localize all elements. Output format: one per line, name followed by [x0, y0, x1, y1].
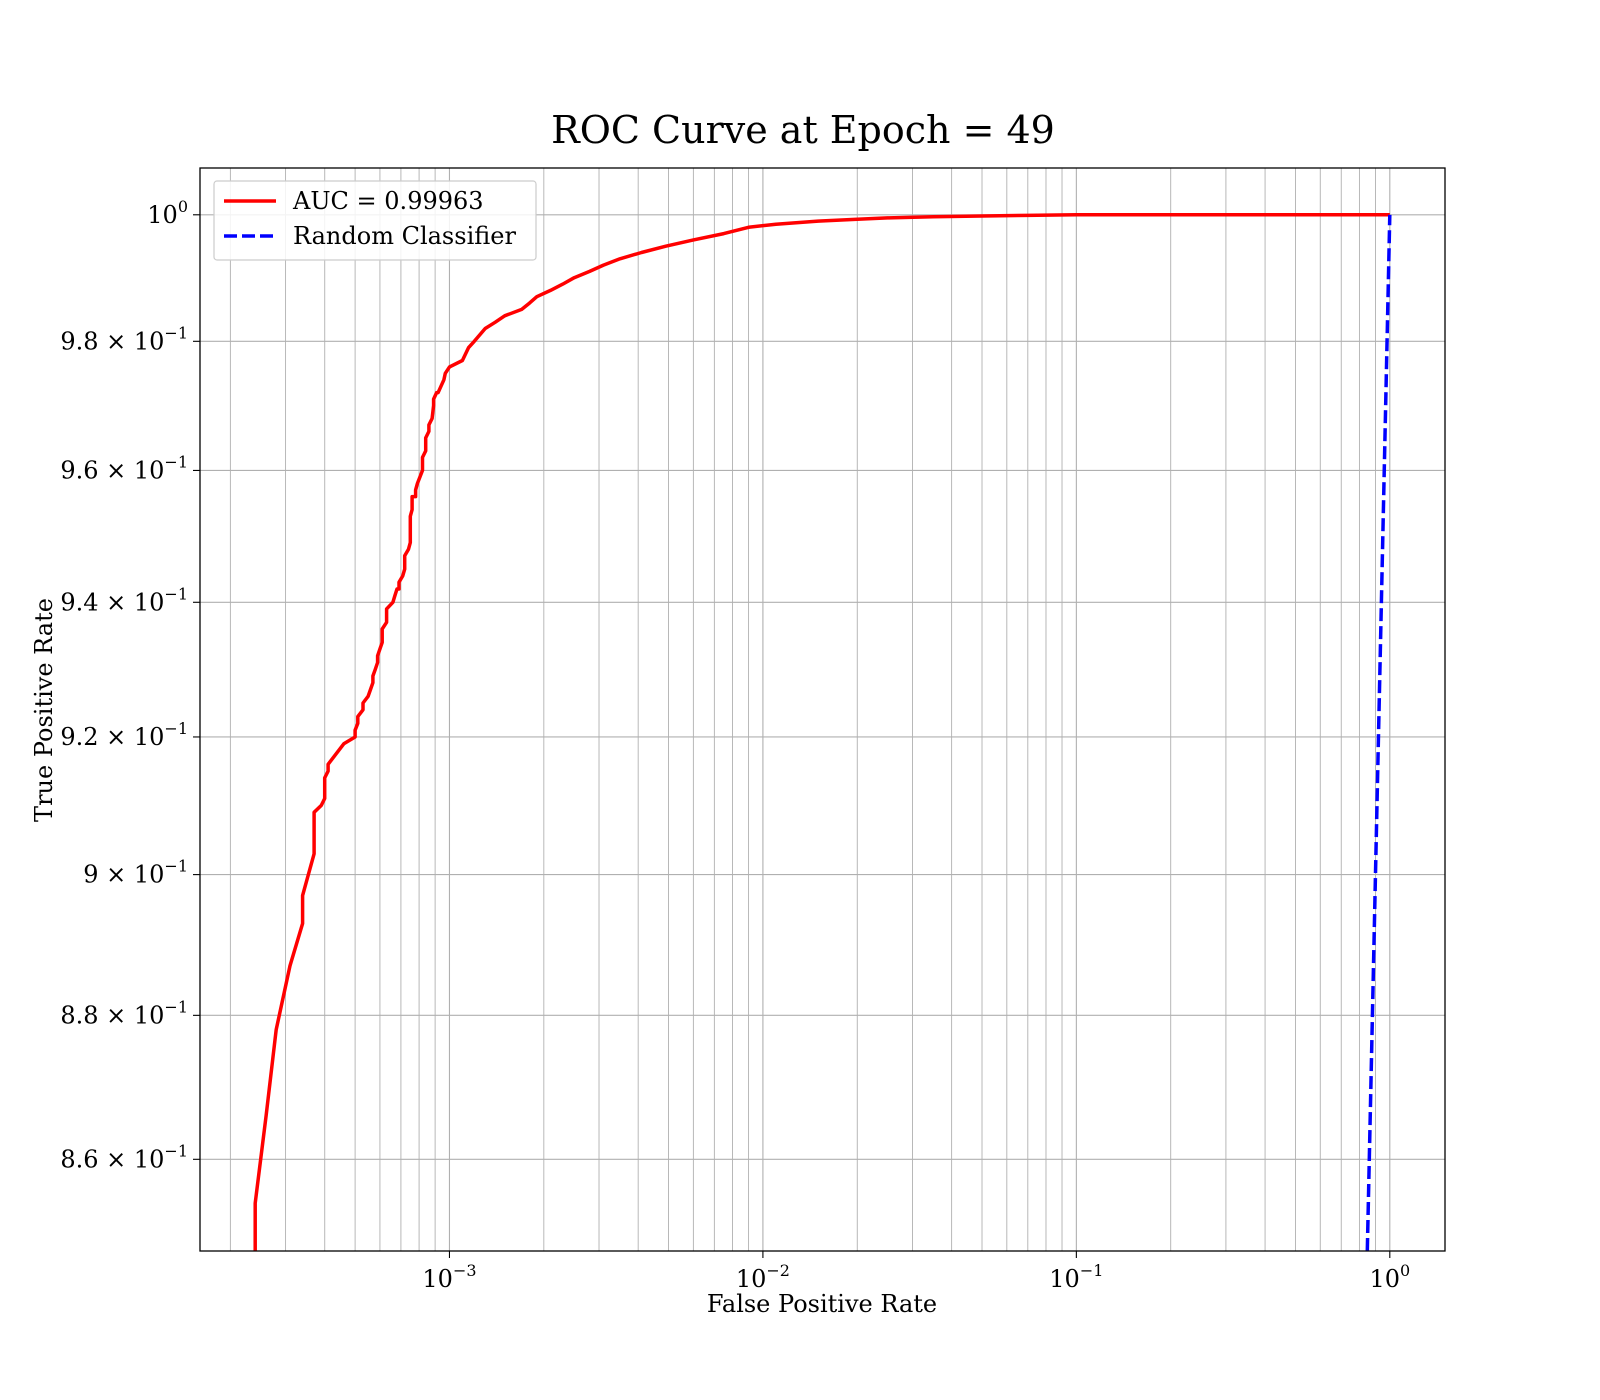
x-axis-label: False Positive Rate	[707, 1290, 937, 1318]
y-tick-label: 9.2 × 10−1	[60, 719, 188, 751]
grid-lines	[200, 168, 1445, 1251]
plot-lines	[253, 213, 1392, 1252]
y-tick-label: 9.4 × 10−1	[60, 584, 188, 616]
y-tick-label: 8.6 × 10−1	[60, 1141, 188, 1173]
x-tick-label: 10−2	[736, 1261, 790, 1293]
chart-title: ROC Curve at Epoch = 49	[551, 108, 1055, 152]
roc-curve-line	[253, 213, 1390, 1251]
y-tick-label: 9 × 10−1	[83, 857, 188, 889]
legend-box	[213, 180, 537, 261]
random-classifier-line	[1365, 214, 1392, 1252]
x-tick-label: 10−1	[1049, 1261, 1103, 1293]
legend-label-auc: AUC = 0.99963	[292, 187, 484, 215]
y-tick-label: 9.6 × 10−1	[60, 452, 188, 484]
x-tick-label: 10−3	[422, 1261, 476, 1293]
y-tick-label: 8.8 × 10−1	[60, 997, 188, 1029]
y-tick-label: 9.8 × 10−1	[60, 323, 188, 355]
y-tick-label: 100	[147, 197, 188, 229]
legend: AUC = 0.99963 Random Classifier	[213, 180, 537, 261]
legend-label-random: Random Classifier	[293, 222, 516, 250]
x-axis-ticks: 10−3 10−2 10−1 100	[422, 1251, 1410, 1293]
y-axis-label: True Positive Rate	[30, 598, 58, 822]
x-tick-label: 100	[1369, 1261, 1410, 1293]
y-axis-ticks: 100 9.8 × 10−1 9.6 × 10−1 9.4 × 10−1 9.2 × 1…	[60, 197, 200, 1173]
plot-frame	[199, 167, 1446, 1252]
